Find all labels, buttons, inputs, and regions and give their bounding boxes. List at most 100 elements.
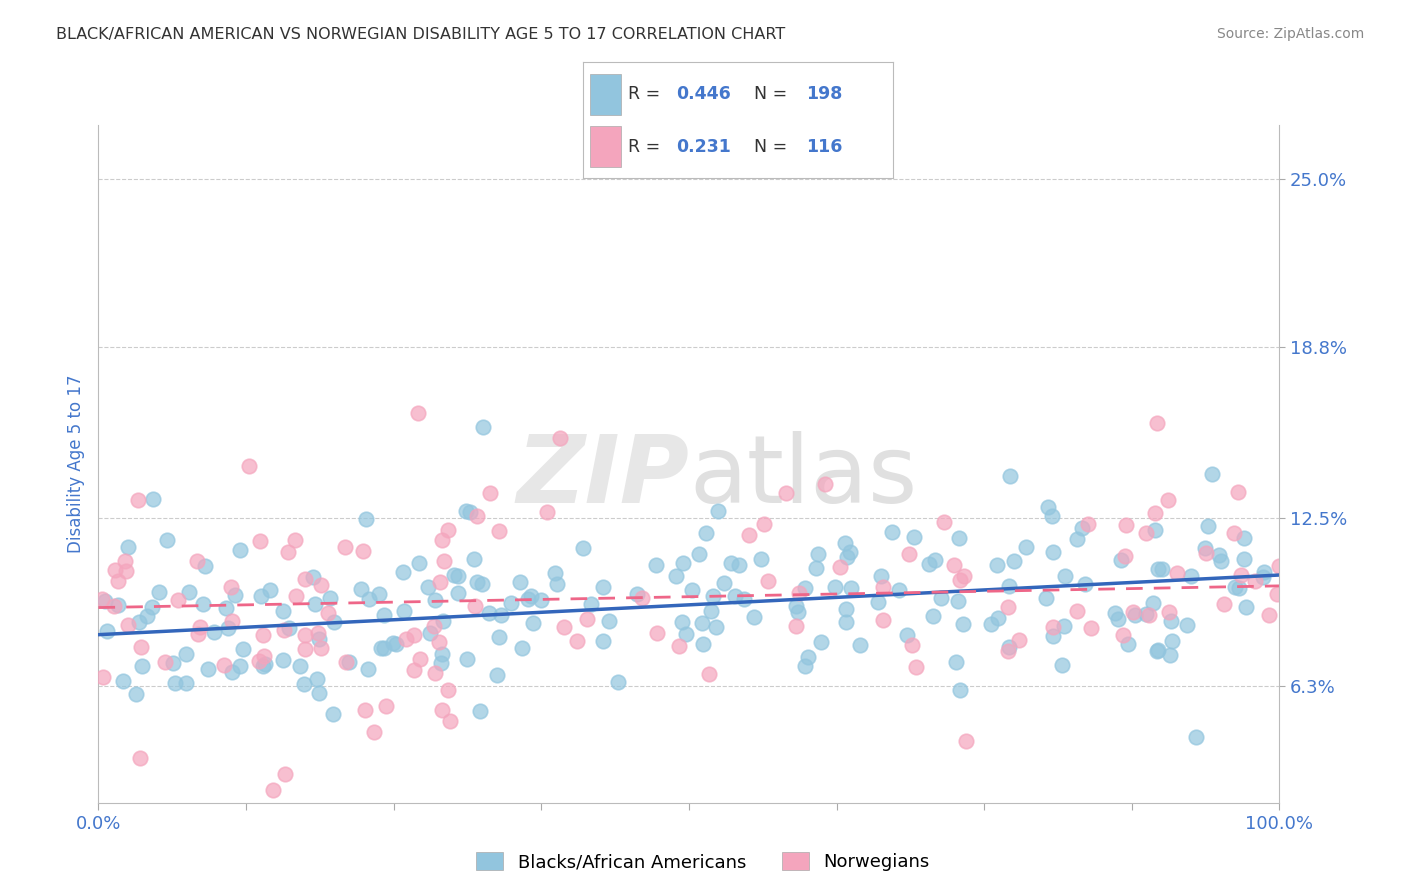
Point — [901, 638, 924, 652]
Point — [1185, 731, 1208, 745]
Point — [1180, 569, 1202, 583]
Point — [259, 582, 281, 597]
Point — [292, 676, 315, 690]
Point — [952, 568, 974, 582]
Point — [250, 589, 273, 603]
Point — [252, 659, 274, 673]
Point — [1137, 607, 1160, 622]
Point — [1114, 549, 1136, 563]
Point — [430, 533, 453, 547]
Point — [572, 541, 595, 556]
Point — [522, 616, 544, 631]
Point — [437, 523, 460, 537]
Point — [520, 589, 543, 603]
Point — [432, 647, 454, 661]
Point — [363, 725, 385, 739]
Point — [834, 536, 856, 550]
Point — [333, 540, 356, 554]
Point — [553, 620, 575, 634]
Point — [918, 557, 941, 571]
Text: 0.446: 0.446 — [676, 86, 731, 103]
Point — [1111, 553, 1133, 567]
Point — [1066, 532, 1088, 546]
Point — [688, 547, 710, 561]
Point — [794, 581, 817, 595]
Point — [433, 554, 456, 568]
Bar — [589, 74, 620, 114]
Point — [626, 587, 648, 601]
Point — [1042, 620, 1064, 634]
Text: Source: ZipAtlas.com: Source: ZipAtlas.com — [1216, 27, 1364, 41]
Point — [350, 582, 373, 596]
Point — [787, 586, 810, 600]
Text: BLACK/AFRICAN AMERICAN VS NORWEGIAN DISABILITY AGE 5 TO 17 CORRELATION CHART: BLACK/AFRICAN AMERICAN VS NORWEGIAN DISA… — [56, 27, 786, 42]
Point — [704, 620, 727, 634]
Point — [1042, 630, 1064, 644]
Point — [395, 632, 418, 646]
Point — [841, 581, 863, 595]
Point — [337, 655, 360, 669]
Point — [357, 592, 380, 607]
Point — [1175, 618, 1198, 632]
Point — [948, 594, 970, 608]
Point — [1160, 614, 1182, 628]
Point — [319, 591, 342, 605]
Point — [1135, 607, 1157, 621]
Point — [335, 655, 357, 669]
Point — [952, 617, 974, 632]
Point — [129, 751, 152, 765]
Point — [188, 620, 211, 634]
Point — [681, 582, 703, 597]
Point — [785, 599, 807, 613]
Point — [1000, 468, 1022, 483]
Point — [932, 515, 955, 529]
Point — [1161, 634, 1184, 648]
Point — [406, 406, 429, 420]
Legend: Blacks/African Americans, Norwegians: Blacks/African Americans, Norwegians — [468, 845, 938, 879]
Point — [942, 558, 965, 572]
Point — [373, 640, 395, 655]
Point — [1066, 604, 1088, 618]
Point — [775, 485, 797, 500]
Point — [797, 650, 820, 665]
Point — [807, 548, 830, 562]
Point — [309, 578, 332, 592]
Point — [432, 614, 454, 628]
Point — [866, 595, 889, 609]
Point — [224, 588, 246, 602]
Point — [835, 549, 858, 564]
Point — [1036, 500, 1059, 514]
Point — [536, 505, 558, 519]
Point — [370, 640, 392, 655]
Point — [117, 618, 139, 632]
Point — [1070, 521, 1092, 535]
Point — [463, 552, 485, 566]
Bar — [589, 126, 620, 167]
Point — [253, 657, 276, 671]
Point — [530, 593, 553, 607]
Point — [1268, 559, 1291, 574]
Point — [1077, 516, 1099, 531]
Point — [221, 665, 243, 679]
Point — [141, 599, 163, 614]
Point — [872, 613, 894, 627]
Point — [980, 617, 1002, 632]
Point — [752, 516, 775, 531]
Point — [949, 573, 972, 587]
Point — [124, 687, 146, 701]
Point — [447, 569, 470, 583]
Point — [436, 682, 458, 697]
Point — [949, 683, 972, 698]
Point — [690, 615, 713, 630]
Point — [887, 582, 910, 597]
Point — [824, 580, 846, 594]
Point — [486, 668, 509, 682]
Point — [872, 580, 894, 594]
Point — [471, 420, 494, 434]
Point — [464, 599, 486, 614]
Point — [294, 572, 316, 586]
Point — [212, 657, 235, 672]
Point — [695, 526, 717, 541]
Point — [194, 558, 217, 573]
Point — [107, 574, 129, 588]
